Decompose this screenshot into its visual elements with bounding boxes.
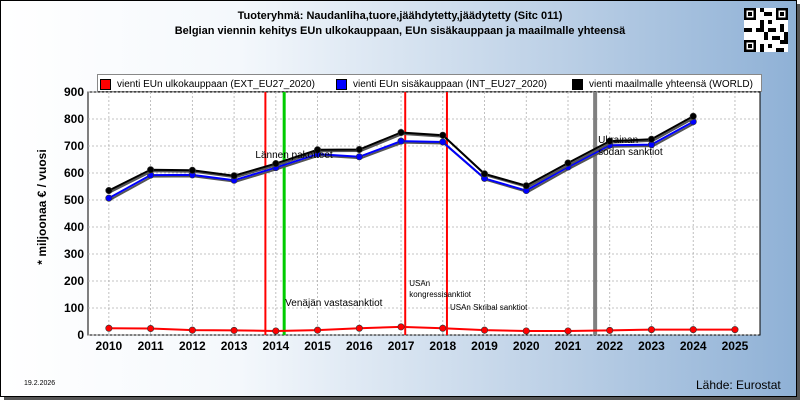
data-point [272, 327, 280, 335]
data-point [522, 182, 530, 190]
data-point [230, 172, 238, 180]
event-label: Lännen pakotteet [255, 150, 333, 161]
x-tick-label: 2020 [513, 339, 540, 353]
data-point [481, 326, 489, 334]
qr-code-icon [744, 8, 788, 52]
x-tick-label: 2013 [221, 339, 248, 353]
data-point [147, 166, 155, 174]
y-tick-label: 800 [64, 112, 84, 126]
x-tick-label: 2014 [262, 339, 289, 353]
x-tick-label: 2022 [596, 339, 623, 353]
data-point [105, 187, 113, 195]
legend-label-world: vienti maailmalle yhteensä (WORLD) [589, 78, 753, 90]
data-point [731, 326, 739, 334]
legend-swatch-blue [336, 78, 347, 90]
x-tick-label: 2023 [638, 339, 665, 353]
series-line [108, 325, 735, 332]
y-tick-label: 500 [64, 193, 84, 207]
data-point [689, 326, 697, 334]
data-point [355, 146, 363, 154]
data-point [147, 325, 155, 333]
data-point [564, 159, 572, 167]
date-stamp: 19.2.2026 [24, 380, 56, 387]
legend-swatch-black [572, 78, 583, 90]
y-tick-label: 0 [77, 328, 84, 342]
legend-item-int: vienti EUn sisäkauppaan (INT_EU27_2020) [336, 75, 547, 93]
chart-legend: vienti EUn ulkokauppaan (EXT_EU27_2020) … [97, 74, 762, 92]
data-point [689, 112, 697, 120]
x-tick-label: 2025 [722, 339, 749, 353]
event-label: Ukrainan [598, 135, 638, 146]
y-tick-label: 600 [64, 166, 84, 180]
x-tick-label: 2012 [179, 339, 206, 353]
data-point [439, 138, 447, 146]
legend-item-world: vienti maailmalle yhteensä (WORLD) [572, 75, 753, 93]
x-tick-label: 2015 [304, 339, 331, 353]
x-tick-label: 2019 [471, 339, 498, 353]
event-label: kongressisanktiot [409, 290, 472, 299]
x-tick-label: 2010 [96, 339, 123, 353]
data-point [188, 326, 196, 334]
x-tick-label: 2011 [138, 339, 164, 353]
data-point [439, 324, 447, 332]
y-tick-label: 300 [64, 247, 84, 261]
x-tick-label: 2016 [346, 339, 373, 353]
x-tick-label: 2024 [680, 339, 707, 353]
data-point [481, 170, 489, 178]
event-label: USAn [409, 279, 430, 288]
event-label: Venäjän vastasanktiot [285, 298, 383, 309]
data-point [647, 135, 655, 143]
plot-area [87, 91, 761, 336]
data-point [314, 326, 322, 334]
legend-item-ext: vienti EUn ulkokauppaan (EXT_EU27_2020) [100, 75, 315, 93]
data-point [647, 326, 655, 334]
data-point [606, 137, 614, 145]
chart-title: Tuoteryhmä: Naudanliha,tuore,jäähdytetty… [237, 10, 563, 22]
data-point [522, 327, 530, 335]
x-tick-label: 2021 [555, 339, 582, 353]
y-tick-label: 400 [64, 220, 84, 234]
source-label: Lähde: Eurostat [696, 378, 781, 392]
data-point [314, 146, 322, 154]
y-tick-label: 100 [64, 301, 84, 315]
data-point [397, 323, 405, 331]
data-point [606, 326, 614, 334]
data-point [105, 194, 113, 202]
data-point [105, 324, 113, 332]
event-label: sodan sanktiot [598, 147, 663, 158]
data-point [230, 326, 238, 334]
data-point [355, 153, 363, 161]
data-point [272, 160, 280, 168]
data-point [397, 129, 405, 137]
panel-shadow-bottom [4, 397, 800, 400]
data-point [188, 166, 196, 174]
y-tick-label: 200 [64, 274, 84, 288]
chart-subtitle: Belgian viennin kehitys EUn ulkokauppaan… [174, 25, 626, 37]
data-point [397, 137, 405, 145]
data-point [564, 327, 572, 335]
x-tick-label: 2018 [429, 339, 456, 353]
legend-label-ext: vienti EUn ulkokauppaan (EXT_EU27_2020) [117, 78, 315, 90]
legend-swatch-red [100, 78, 111, 90]
y-tick-label: 900 [64, 85, 84, 99]
data-point [439, 131, 447, 139]
event-label: USAn Skribal sanktiot [450, 303, 528, 312]
legend-label-int: vienti EUn sisäkauppaan (INT_EU27_2020) [353, 78, 547, 90]
x-tick-label: 2017 [388, 339, 415, 353]
y-tick-label: 700 [64, 139, 84, 153]
panel-shadow-right [797, 4, 800, 400]
data-point [355, 324, 363, 332]
